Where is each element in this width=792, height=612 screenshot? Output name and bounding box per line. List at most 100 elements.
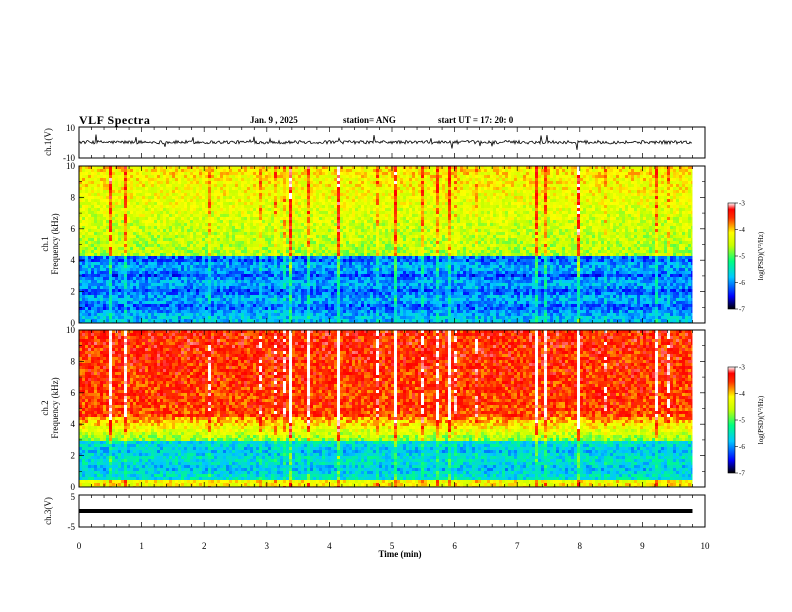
spectrogram-cell [232, 277, 235, 280]
spectrogram-cell [220, 256, 223, 259]
spectrogram-cell [334, 307, 337, 310]
spectrogram-cell [157, 193, 160, 196]
spectrogram-cell [109, 298, 112, 301]
spectrogram-cell [184, 193, 187, 196]
spectrogram-cell [343, 226, 346, 229]
spectrogram-cell [172, 238, 175, 241]
spectrogram-cell [127, 319, 130, 322]
spectrogram-cell [286, 256, 289, 259]
spectrogram-cell [184, 307, 187, 310]
spectrogram-cell [187, 187, 190, 190]
spectrogram-cell [154, 205, 157, 208]
spectrogram-cell [196, 196, 199, 199]
spectrogram-cell [292, 220, 295, 223]
spectrogram-cell [97, 172, 100, 175]
spectrogram-cell [241, 286, 244, 289]
spectrogram-cell [214, 196, 217, 199]
spectrogram-cell [220, 253, 223, 256]
spectrogram-cell [211, 199, 214, 202]
spectrogram-cell [106, 238, 109, 241]
spectrogram-cell [283, 184, 286, 187]
spectrogram-cell [313, 286, 316, 289]
spectrogram-cell [223, 241, 226, 244]
spectrogram-cell [97, 187, 100, 190]
spectrogram-cell [310, 313, 313, 316]
spectrogram-cell [289, 262, 292, 265]
spectrogram-cell [256, 277, 259, 280]
spectrogram-cell [160, 262, 163, 265]
spectrogram-cell [187, 217, 190, 220]
spectrogram-cell [142, 292, 145, 295]
spectrogram-cell [100, 181, 103, 184]
spectrogram-cell [331, 166, 334, 169]
spectrogram-cell [157, 307, 160, 310]
spectrogram-cell [289, 178, 292, 181]
spectrogram-cell [334, 184, 337, 187]
spectrogram-cell [313, 301, 316, 304]
spectrogram-cell [79, 241, 82, 244]
spectrogram-cell [226, 211, 229, 214]
spectrogram-cell [178, 262, 181, 265]
spectrogram-cell [340, 208, 343, 211]
spectrogram-cell [250, 268, 253, 271]
spectrogram-cell [343, 169, 346, 172]
spectrogram-cell [304, 298, 307, 301]
spectrogram-cell [259, 283, 262, 286]
spectrogram-cell [148, 166, 151, 169]
spectrogram-cell [241, 175, 244, 178]
spectrogram-cell [130, 277, 133, 280]
spectrogram-cell [328, 307, 331, 310]
spectrogram-cell [223, 208, 226, 211]
spectrogram-cell [340, 196, 343, 199]
spectrogram-cell [229, 187, 232, 190]
spectrogram-cell [295, 190, 298, 193]
spectrogram-cell [298, 190, 301, 193]
spectrogram-cell [337, 193, 340, 196]
spectrogram-cell [268, 313, 271, 316]
spectrogram-cell [154, 271, 157, 274]
spectrogram-cell [223, 271, 226, 274]
spectrogram-cell [325, 253, 328, 256]
spectrogram-cell [340, 262, 343, 265]
start-time-label: start UT = 17: 20: 0 [438, 115, 513, 125]
spectrogram-cell [190, 316, 193, 319]
spectrogram-cell [343, 166, 346, 169]
spectrogram-cell [217, 196, 220, 199]
spectrogram-cell [283, 265, 286, 268]
spectrogram-cell [235, 205, 238, 208]
spectrogram-cell [253, 178, 256, 181]
spectrogram-cell [298, 226, 301, 229]
spectrogram-cell [196, 172, 199, 175]
spectrogram-cell [286, 313, 289, 316]
spectrogram-cell [265, 214, 268, 217]
spectrogram-cell [160, 217, 163, 220]
spectrogram-cell [262, 310, 265, 313]
spectrogram-cell [238, 238, 241, 241]
spectrogram-cell [253, 223, 256, 226]
spectrogram-cell [178, 280, 181, 283]
spectrogram-cell [133, 262, 136, 265]
spectrogram-cell [124, 241, 127, 244]
spectrogram-cell [250, 286, 253, 289]
spectrogram-cell [91, 247, 94, 250]
spectrogram-cell [343, 175, 346, 178]
spectrogram-cell [187, 268, 190, 271]
spectrogram-cell [226, 244, 229, 247]
spectrogram-cell [205, 268, 208, 271]
spectrogram-cell [325, 175, 328, 178]
spectrogram-cell [298, 304, 301, 307]
spectrogram-cell [166, 286, 169, 289]
spectrogram-cell [187, 238, 190, 241]
spectrogram-cell [199, 256, 202, 259]
spectrogram-cell [157, 313, 160, 316]
spectrogram-cell [289, 175, 292, 178]
spectrogram-cell [124, 226, 127, 229]
spectrogram-cell [97, 178, 100, 181]
spectrogram-cell [295, 310, 298, 313]
spectrogram-cell [106, 304, 109, 307]
spectrogram-cell [313, 319, 316, 322]
spectrogram-cell [238, 226, 241, 229]
spectrogram-cell [292, 295, 295, 298]
spectrogram-cell [82, 226, 85, 229]
spectrogram-cell [343, 229, 346, 232]
